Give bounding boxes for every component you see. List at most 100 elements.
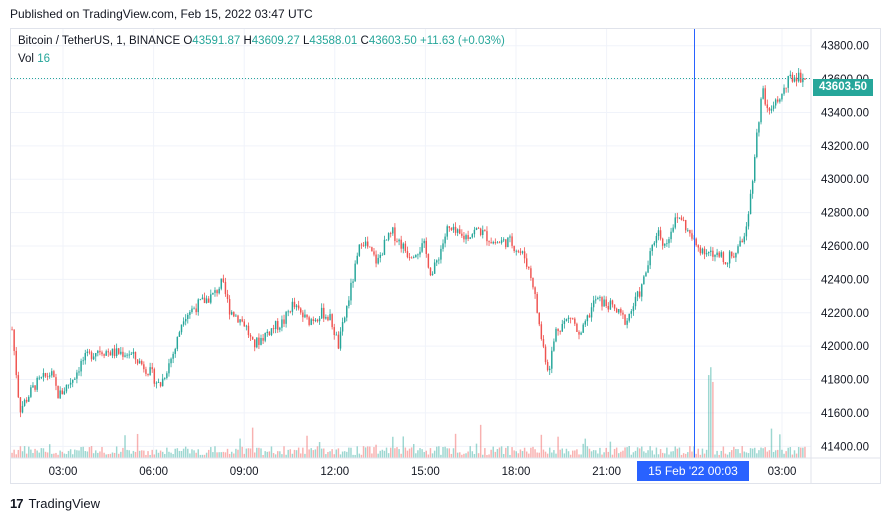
candle-body xyxy=(300,308,302,313)
volume-bar xyxy=(592,450,595,458)
volume-bar xyxy=(611,454,614,458)
volume-bar xyxy=(389,447,392,458)
volume-bar xyxy=(459,452,461,458)
volume-bar xyxy=(538,452,540,458)
candle-body xyxy=(741,240,743,243)
volume-bar xyxy=(741,446,743,458)
volume-bar xyxy=(30,449,32,458)
price-chart[interactable]: 43800.0043600.0043400.0043200.0043000.00… xyxy=(11,29,880,483)
candle-body xyxy=(128,354,130,356)
volume-bar xyxy=(339,454,342,458)
volume-bar xyxy=(475,443,478,458)
candle-body xyxy=(475,227,478,230)
volume-bar xyxy=(302,447,304,458)
tradingview-logo-icon: 17 xyxy=(10,496,24,511)
volume-bar xyxy=(643,451,645,458)
candle-body xyxy=(400,239,402,249)
volume-bar xyxy=(795,453,798,458)
volume-bar xyxy=(59,450,61,458)
candle-body xyxy=(756,132,758,158)
volume-bar xyxy=(674,446,676,458)
volume-bar xyxy=(350,447,352,458)
volume-bar xyxy=(67,450,70,458)
candle-body xyxy=(433,262,436,274)
volume-bar xyxy=(540,434,543,458)
volume-value: 16 xyxy=(37,53,50,65)
candle-body xyxy=(532,278,534,288)
candle-body xyxy=(525,258,528,267)
volume-bar xyxy=(511,447,513,458)
volume-bar xyxy=(337,448,340,458)
candle-body xyxy=(615,308,618,313)
volume-bar xyxy=(42,448,45,458)
volume-bar xyxy=(714,454,716,458)
volume-bar xyxy=(157,452,160,458)
volume-bar xyxy=(697,448,699,458)
candle-body xyxy=(720,252,723,257)
volume-bar xyxy=(456,452,459,458)
candle-body xyxy=(565,319,568,321)
candle-body xyxy=(609,300,612,310)
candle-body xyxy=(210,294,212,303)
y-tick-label: 43200.00 xyxy=(821,141,869,153)
volume-bar xyxy=(293,449,296,458)
volume-bar xyxy=(270,446,273,458)
chart-frame[interactable]: 43800.0043600.0043400.0043200.0043000.00… xyxy=(10,28,881,484)
candle-body xyxy=(620,309,622,313)
candle-body xyxy=(308,317,310,325)
candle-body xyxy=(348,300,350,306)
volume-bar xyxy=(680,454,683,458)
volume-bar xyxy=(214,446,216,458)
candle-body xyxy=(467,235,469,239)
volume-bar xyxy=(419,448,421,458)
volume-bar xyxy=(536,452,538,458)
volume-bar xyxy=(253,452,256,458)
candle-body xyxy=(350,282,352,301)
volume-bar xyxy=(687,452,689,458)
volume-bar xyxy=(13,449,15,458)
volume-bar xyxy=(668,454,670,458)
candle-body xyxy=(212,292,214,295)
candle-body xyxy=(590,307,593,318)
candle-body xyxy=(766,104,769,109)
candle-body xyxy=(687,230,689,231)
volume-bar xyxy=(471,451,474,458)
candle-body xyxy=(800,72,802,83)
candle-body xyxy=(149,367,151,375)
candle-body xyxy=(354,263,356,282)
candle-body xyxy=(126,354,128,356)
candle-body xyxy=(69,382,72,385)
candle-body xyxy=(182,321,185,325)
candle-body xyxy=(764,88,766,105)
candle-body xyxy=(379,254,381,258)
volume-bar xyxy=(678,447,681,458)
candle-body xyxy=(452,226,455,230)
candle-body xyxy=(797,72,800,82)
candle-body xyxy=(530,268,532,279)
volume-bar xyxy=(429,448,432,458)
volume-bar xyxy=(571,450,574,458)
y-tick-label: 43000.00 xyxy=(821,174,869,186)
x-tick-label: 15:00 xyxy=(411,466,440,478)
candle-body xyxy=(502,239,505,241)
candle-body xyxy=(716,252,718,256)
candle-body xyxy=(659,230,662,239)
volume-bar xyxy=(295,450,298,458)
volume-bar xyxy=(762,448,764,458)
candle-body xyxy=(55,377,57,386)
volume-bar xyxy=(722,446,725,458)
candle-body xyxy=(643,276,645,285)
volume-bar xyxy=(266,451,269,458)
candle-body xyxy=(237,315,239,323)
volume-bar xyxy=(530,447,532,458)
volume-bar xyxy=(659,449,662,458)
volume-bar xyxy=(105,454,107,458)
candle-body xyxy=(94,353,97,357)
candle-body xyxy=(569,317,572,319)
volume-bar xyxy=(638,448,641,458)
volume-bar xyxy=(115,446,118,458)
candle-body xyxy=(793,77,796,82)
candle-body xyxy=(195,308,197,313)
candle-body xyxy=(406,251,409,258)
volume-bar xyxy=(505,447,507,458)
